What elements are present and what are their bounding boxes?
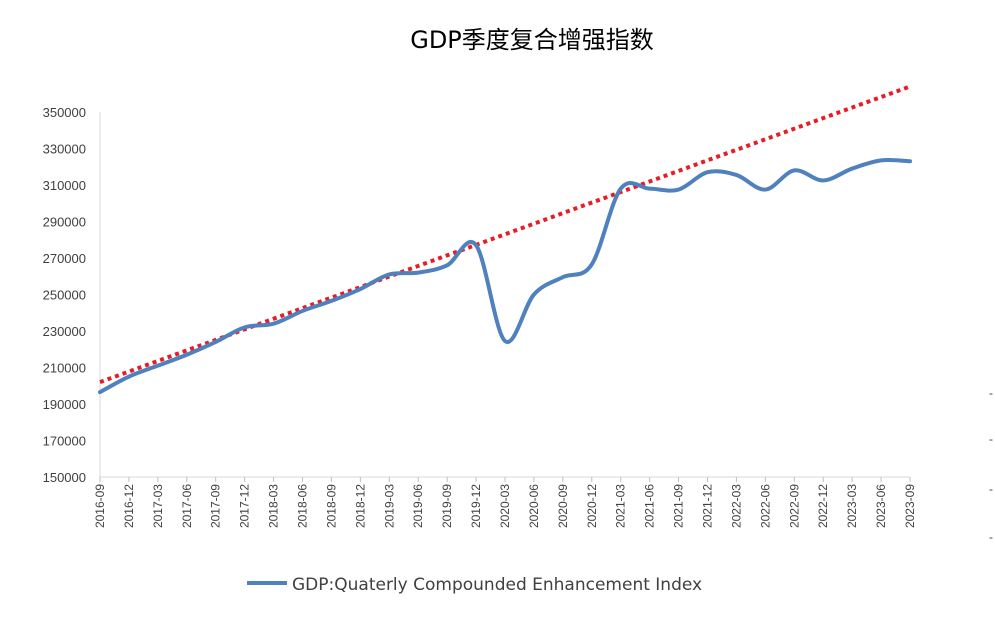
x-tick-label: 2021-03: [614, 484, 628, 528]
edge-marks: - - - -: [989, 386, 993, 544]
data-point: [648, 187, 652, 191]
data-point: [792, 168, 796, 172]
x-tick-label: 2022-03: [729, 484, 743, 528]
x-tick-label: 2018-06: [296, 484, 310, 528]
x-tick-label: 2017-12: [238, 484, 252, 528]
data-point: [156, 364, 160, 368]
data-point: [677, 188, 681, 192]
y-tick-label: 350000: [43, 105, 86, 120]
chart-title: GDP季度复合增强指数: [410, 26, 654, 54]
x-tick-label: 2018-09: [324, 484, 338, 528]
data-point: [821, 178, 825, 182]
x-tick-label: 2022-09: [787, 484, 801, 528]
y-tick-label: 310000: [43, 178, 86, 193]
x-tick-label: 2018-03: [267, 484, 281, 528]
x-tick-label: 2021-09: [672, 484, 686, 528]
legend-label: GDP:Quaterly Compounded Enhancement Inde…: [292, 575, 702, 595]
data-point: [734, 173, 738, 177]
y-tick-label: 150000: [43, 470, 86, 485]
data-point: [358, 287, 362, 291]
x-tick-label: 2017-03: [151, 484, 165, 528]
plot-area: [98, 84, 912, 395]
x-tick-label: 2020-03: [498, 484, 512, 528]
data-point: [387, 272, 391, 276]
x-tick-label: 2023-09: [903, 484, 917, 528]
legend: GDP:Quaterly Compounded Enhancement Inde…: [247, 575, 702, 595]
data-point: [474, 243, 478, 247]
x-tick-label: 2019-09: [440, 484, 454, 528]
x-tick-label: 2020-12: [585, 484, 599, 528]
x-tick-label: 2022-12: [816, 484, 830, 528]
y-axis: 150000 170000 190000 210000 230000 250000 2700…: [43, 105, 101, 485]
data-point: [272, 322, 276, 326]
data-point: [329, 299, 333, 303]
x-tick-label: 2016-09: [93, 484, 107, 528]
x-tick-label: 2021-12: [701, 484, 715, 528]
edge-dash: -: [989, 432, 993, 446]
data-point: [503, 339, 507, 343]
data-point: [619, 187, 623, 191]
data-point: [214, 340, 218, 344]
y-tick-label: 330000: [43, 142, 86, 157]
edge-dash: -: [989, 530, 993, 544]
x-tick-label: 2023-06: [874, 484, 888, 528]
x-tick-label: 2023-03: [845, 484, 859, 528]
data-point: [301, 309, 305, 313]
x-tick-label: 2020-06: [527, 484, 541, 528]
data-point: [445, 263, 449, 267]
data-point: [243, 325, 247, 329]
edge-dash: -: [989, 482, 993, 496]
data-point: [127, 375, 131, 379]
edge-dash: -: [989, 386, 993, 400]
x-tick-label: 2020-09: [556, 484, 570, 528]
data-point: [908, 159, 912, 163]
y-tick-label: 250000: [43, 288, 86, 303]
data-point: [706, 170, 710, 174]
y-tick-label: 210000: [43, 361, 86, 376]
x-tick-label: 2017-06: [180, 484, 194, 528]
series-line-0: [98, 157, 912, 395]
data-point: [850, 167, 854, 171]
x-tick-label: 2021-06: [643, 484, 657, 528]
data-point: [532, 293, 536, 297]
data-point: [879, 158, 883, 162]
y-tick-label: 290000: [43, 215, 86, 230]
data-point: [98, 390, 102, 394]
y-tick-label: 190000: [43, 397, 86, 412]
x-tick-label: 2016-12: [122, 484, 136, 528]
data-point: [590, 262, 594, 266]
data-point: [763, 188, 767, 192]
x-tick-label: 2019-03: [382, 484, 396, 528]
x-tick-label: 2017-09: [209, 484, 223, 528]
data-point: [561, 275, 565, 279]
x-tick-label: 2019-12: [469, 484, 483, 528]
x-axis: 2016-09 2016-12 2017-03 2017-06 2017-09 2017-…: [93, 476, 917, 528]
x-tick-label: 2022-06: [758, 484, 772, 528]
y-tick-label: 270000: [43, 251, 86, 266]
y-tick-label: 230000: [43, 324, 86, 339]
x-tick-label: 2018-12: [353, 484, 367, 528]
x-tick-label: 2019-06: [411, 484, 425, 528]
data-point: [185, 353, 189, 357]
data-point: [416, 271, 420, 275]
y-tick-label: 170000: [43, 434, 86, 449]
